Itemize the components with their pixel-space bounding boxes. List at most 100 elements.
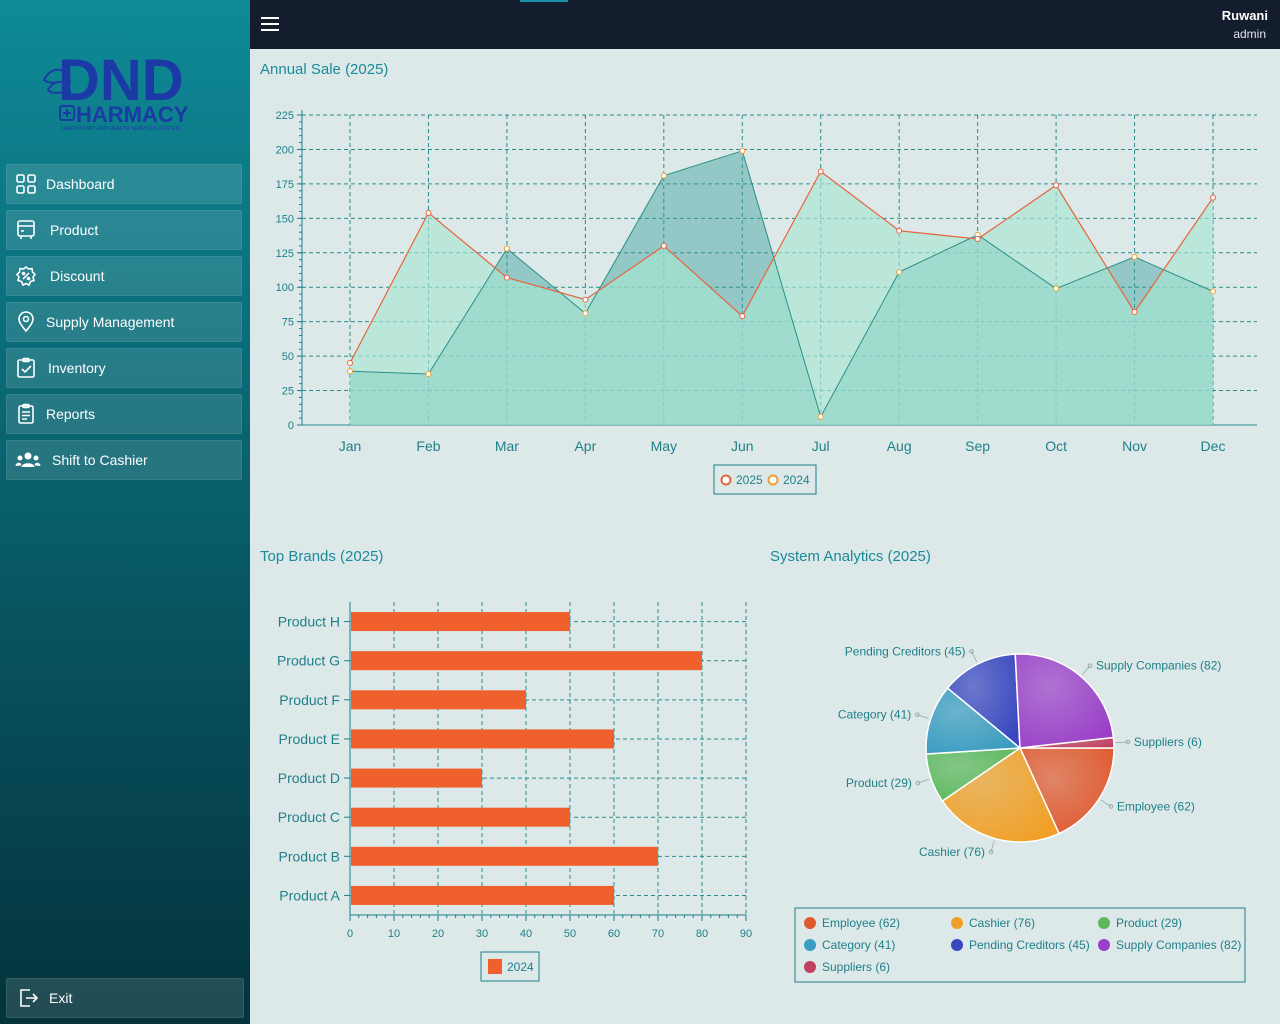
x-tick-label: Mar [495, 438, 519, 454]
x-tick-label: 60 [608, 928, 620, 940]
x-tick-label: 40 [520, 928, 532, 940]
active-tab-indicator [520, 0, 568, 2]
sidebar-item-dashboard[interactable]: Dashboard [6, 164, 242, 204]
sidebar-item-shift-to-cashier[interactable]: Shift to Cashier [6, 440, 242, 480]
annual-sale-chart: 0 25 50 75 100 125 150 175 200 225 Jan Feb Mar Apr May… [276, 110, 1257, 495]
series-2025-point [1131, 309, 1138, 316]
pie-slice [1018, 747, 1115, 835]
series-2025-point [1210, 194, 1216, 201]
series-2025-point [974, 236, 981, 242]
user-name: Ruwani [1221, 8, 1268, 23]
legend-marker [1098, 939, 1110, 951]
pie-label-dot [1087, 663, 1093, 669]
pie-slice-label: Product (29) [846, 776, 912, 790]
legend-box [794, 907, 1246, 983]
y-tick-label: 100 [276, 282, 294, 294]
exit-icon [17, 987, 39, 1009]
pie-slice [1014, 653, 1115, 749]
pie-label-dot [1125, 739, 1131, 745]
pie-slice [946, 653, 1021, 750]
logo-tagline: LABORATORY AND HEALTH SERVICES CENTER [61, 126, 180, 132]
legend-box [480, 951, 540, 982]
series-2025-point [1053, 182, 1060, 189]
x-tick-label: 10 [388, 928, 400, 940]
series-2025-point [347, 360, 353, 366]
hamburger-menu-icon[interactable] [260, 14, 280, 34]
pie-label-dot [914, 712, 920, 718]
sidebar-item-supply-management[interactable]: Supply Management [6, 302, 242, 342]
x-tick-label: Jan [339, 438, 362, 454]
series-2024-point [1210, 288, 1216, 295]
x-tick-label: Dec [1201, 438, 1226, 454]
clipboard-check-icon [15, 357, 37, 379]
x-tick-label: Feb [416, 438, 440, 454]
pie-slice-label: Pending Creditors (45) [845, 644, 966, 658]
x-tick-label: 0 [347, 928, 353, 940]
legend-marker-2024 [488, 959, 502, 974]
sidebar-item-discount[interactable]: Discount [6, 256, 242, 296]
sidebar-item-label: Discount [50, 268, 105, 284]
legend-label: Category (41) [822, 938, 895, 952]
legend-marker [951, 917, 963, 929]
series-2025-point [896, 227, 903, 234]
pie-label-dot [1108, 804, 1114, 809]
y-tick-label: 50 [282, 351, 294, 363]
users-icon [15, 449, 41, 471]
discount-badge-icon [15, 265, 37, 287]
series-2024-point [1131, 253, 1138, 260]
exit-button[interactable]: Exit [6, 978, 244, 1018]
bar-chart-legend: 2024 [480, 951, 540, 982]
top-brands-title: Top Brands (2025) [260, 548, 384, 565]
series-2024-line [349, 150, 1214, 419]
y-tick-label: Product C [278, 809, 340, 825]
sidebar-item-reports[interactable]: Reports [6, 394, 242, 434]
system-analytics-title: System Analytics (2025) [770, 548, 931, 565]
legend-marker-2024 [767, 474, 779, 486]
x-tick-label: Aug [887, 438, 912, 454]
y-tick-label: 150 [276, 213, 294, 225]
exit-label: Exit [49, 990, 73, 1006]
area-chart-legend: 2025 2024 [713, 464, 817, 495]
x-tick-label: 20 [432, 928, 444, 940]
bar [351, 729, 614, 749]
annual-sale-title: Annual Sale (2025) [260, 61, 389, 78]
series-2025-point [660, 242, 667, 249]
y-tick-label: Product G [277, 653, 340, 669]
pie-slice [941, 746, 1061, 843]
x-tick-label: Nov [1122, 438, 1147, 454]
bar [351, 612, 570, 632]
legend-label: Product (29) [1116, 916, 1182, 930]
series-2024-point [660, 172, 667, 179]
y-tick-label: 75 [282, 317, 294, 329]
pie-slice-label: Suppliers (6) [1134, 735, 1202, 749]
y-tick-label: 25 [282, 386, 294, 398]
pie-slice [1019, 736, 1115, 749]
pie-slice-label: Employee (62) [1117, 799, 1195, 813]
x-tick-label: 50 [564, 928, 576, 940]
legend-label-2025: 2025 [736, 473, 763, 487]
grid-icon [15, 173, 37, 195]
pie-slice [925, 687, 1022, 755]
user-role: admin [1233, 27, 1266, 41]
legend-label: Supply Companies (82) [1116, 938, 1241, 952]
report-icon [15, 403, 37, 425]
sidebar-item-label: Supply Management [46, 314, 175, 330]
system-analytics-chart: Employee (62) Cashier (76) Product (29) Cat… [794, 644, 1246, 983]
legend-marker [804, 939, 816, 951]
legend-label: Pending Creditors (45) [969, 938, 1090, 952]
y-tick-label: Product B [279, 848, 340, 864]
sidebar-item-product[interactable]: Product [6, 210, 242, 250]
pie-slice-label: Category (41) [838, 708, 911, 722]
y-tick-label: Product E [279, 731, 340, 747]
legend-label-2024: 2024 [507, 960, 534, 974]
bar [351, 768, 482, 788]
sidebar-item-inventory[interactable]: Inventory [6, 348, 242, 388]
legend-marker-2025 [720, 474, 732, 486]
pie-slice-label: Cashier (76) [919, 845, 985, 859]
y-tick-label: Product F [279, 692, 340, 708]
series-2025-point [739, 313, 746, 320]
pharmacy-logo: DND HARMACY LABORATORY AND HEALTH SERVIC… [42, 48, 189, 132]
series-2025-point [582, 296, 589, 303]
y-tick-label: Product D [278, 770, 340, 786]
sidebar-item-label: Dashboard [46, 176, 115, 192]
